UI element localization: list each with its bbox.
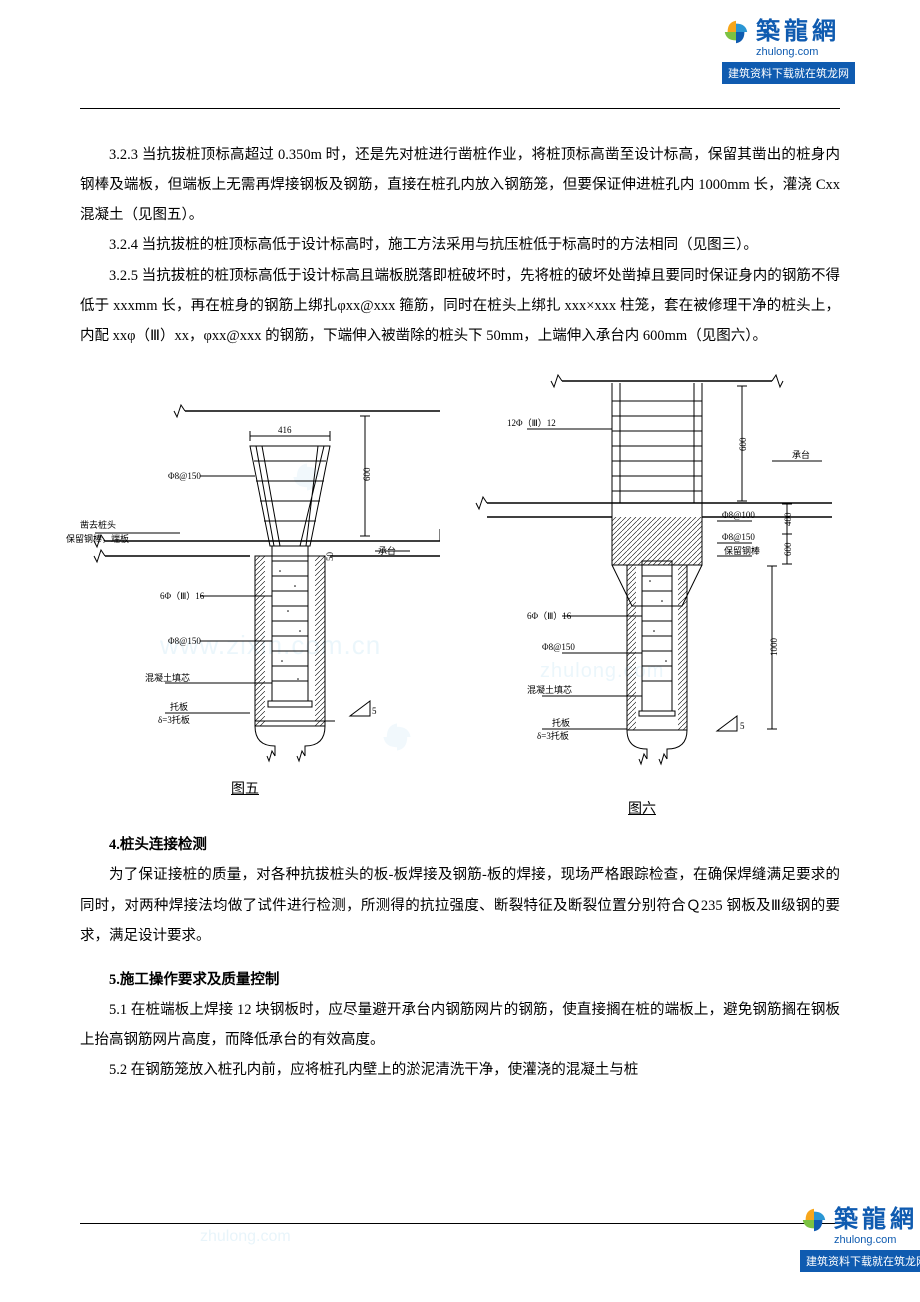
lbl-bar: 6Φ（Ⅲ）16	[160, 591, 205, 601]
logo-row: 築龍網	[722, 18, 902, 46]
pinwheel-icon	[722, 18, 750, 46]
rule-bottom	[80, 1223, 840, 1224]
d600b: 600	[783, 542, 793, 556]
lbl-note1b: 保留钢棒，端板	[66, 533, 129, 544]
dim-600-6: 600	[738, 437, 748, 451]
para-5-1: 5.1 在桩端板上焊接 12 块钢板时，应尽量避开承台内钢筋网片的钢筋，使直接搁…	[80, 995, 840, 1055]
para-4: 为了保证接桩的质量，对各种抗拔桩头的板-板焊接及钢筋-板的焊接，现场严格跟踪检查…	[80, 860, 840, 950]
lbl-plate6: 托板	[552, 717, 570, 728]
lbl-s1-6: Φ8@100	[722, 510, 755, 520]
brand-logo-top: 築龍網 zhulong.com 建筑资料下载就在筑龙网	[722, 18, 902, 84]
dim-50: 50	[325, 552, 335, 562]
lbl-s2-6: Φ8@150	[722, 532, 755, 542]
pinwheel-icon	[800, 1206, 828, 1234]
lbl-slope: 5	[372, 706, 377, 716]
lbl-slope6: 5	[740, 721, 745, 731]
body-text: 3.2.3 当抗拔桩顶标高超过 0.350m 时，还是先对桩进行凿桩作业，将桩顶…	[80, 140, 840, 1085]
lbl-delta6: δ=3托板	[537, 730, 569, 741]
logo-tagline: 建筑资料下载就在筑龙网	[800, 1250, 920, 1272]
lbl-plat6: 承台	[792, 449, 810, 460]
lbl-s3-6: Φ8@150	[542, 642, 575, 652]
dim-416: 416	[278, 425, 292, 435]
lbl-topbar: 12Φ（Ⅲ）12	[507, 418, 556, 428]
logo-text-cn: 築龍網	[756, 20, 840, 44]
rule-top	[80, 108, 840, 109]
figure-6: 12Φ（Ⅲ）12 承台 600 Φ8@100 Φ8@150 保留钢棒	[442, 361, 842, 824]
lbl-fill6: 混凝土填芯	[527, 684, 572, 695]
figure-row: 600 416 Φ8@150 凿去桩头 保留钢棒，端板 承	[50, 361, 840, 824]
heading-4: 4.桩头连接检测	[80, 830, 840, 860]
heading-5: 5.施工操作要求及质量控制	[80, 965, 840, 995]
figure-5: 600 416 Φ8@150 凿去桩头 保留钢棒，端板 承	[50, 361, 440, 824]
watermark-footer: zhulong.com	[200, 1228, 291, 1246]
para-3-2-4: 3.2.4 当抗拔桩的桩顶标高低于设计标高时，施工方法采用与抗压桩低于标高时的方…	[80, 230, 840, 260]
logo-text-en: zhulong.com	[756, 46, 902, 58]
figure-5-caption: 图五	[50, 775, 440, 804]
logo-text-cn: 築龍網	[834, 1208, 918, 1232]
document-page: 築龍網 zhulong.com 建筑资料下载就在筑龙网 www.zixin.co…	[0, 0, 920, 1302]
para-5-2: 5.2 在钢筋笼放入桩孔内前，应将桩孔内壁上的淤泥清洗干净，使灌浇的混凝土与桩	[80, 1055, 840, 1085]
lbl-stirrup1: Φ8@150	[168, 471, 201, 481]
lbl-plate: 托板	[170, 701, 188, 712]
para-3-2-5: 3.2.5 当抗拔桩的桩顶标高低于设计标高且端板脱落即桩破坏时，先将桩的破坏处凿…	[80, 261, 840, 351]
lbl-delta: δ=3托板	[158, 714, 190, 725]
d400: 400	[783, 512, 793, 526]
lbl-keep: 保留钢棒	[724, 545, 760, 556]
lbl-bar6: 6Φ（Ⅲ）16	[527, 611, 572, 621]
logo-row: 築龍網	[800, 1206, 920, 1234]
lbl-stirrup2: Φ8@150	[168, 636, 201, 646]
logo-text-en: zhulong.com	[834, 1234, 920, 1246]
lbl-note1a: 凿去桩头	[80, 519, 116, 530]
brand-logo-bottom: 築龍網 zhulong.com 建筑资料下载就在筑龙网	[800, 1206, 920, 1272]
figure-6-caption: 图六	[442, 795, 842, 824]
para-3-2-3: 3.2.3 当抗拔桩顶标高超过 0.350m 时，还是先对桩进行凿桩作业，将桩顶…	[80, 140, 840, 230]
dim-1000: 1000	[769, 638, 779, 657]
dim-600: 600	[362, 467, 372, 481]
lbl-fill: 混凝土填芯	[145, 672, 190, 683]
logo-tagline: 建筑资料下载就在筑龙网	[722, 62, 855, 84]
